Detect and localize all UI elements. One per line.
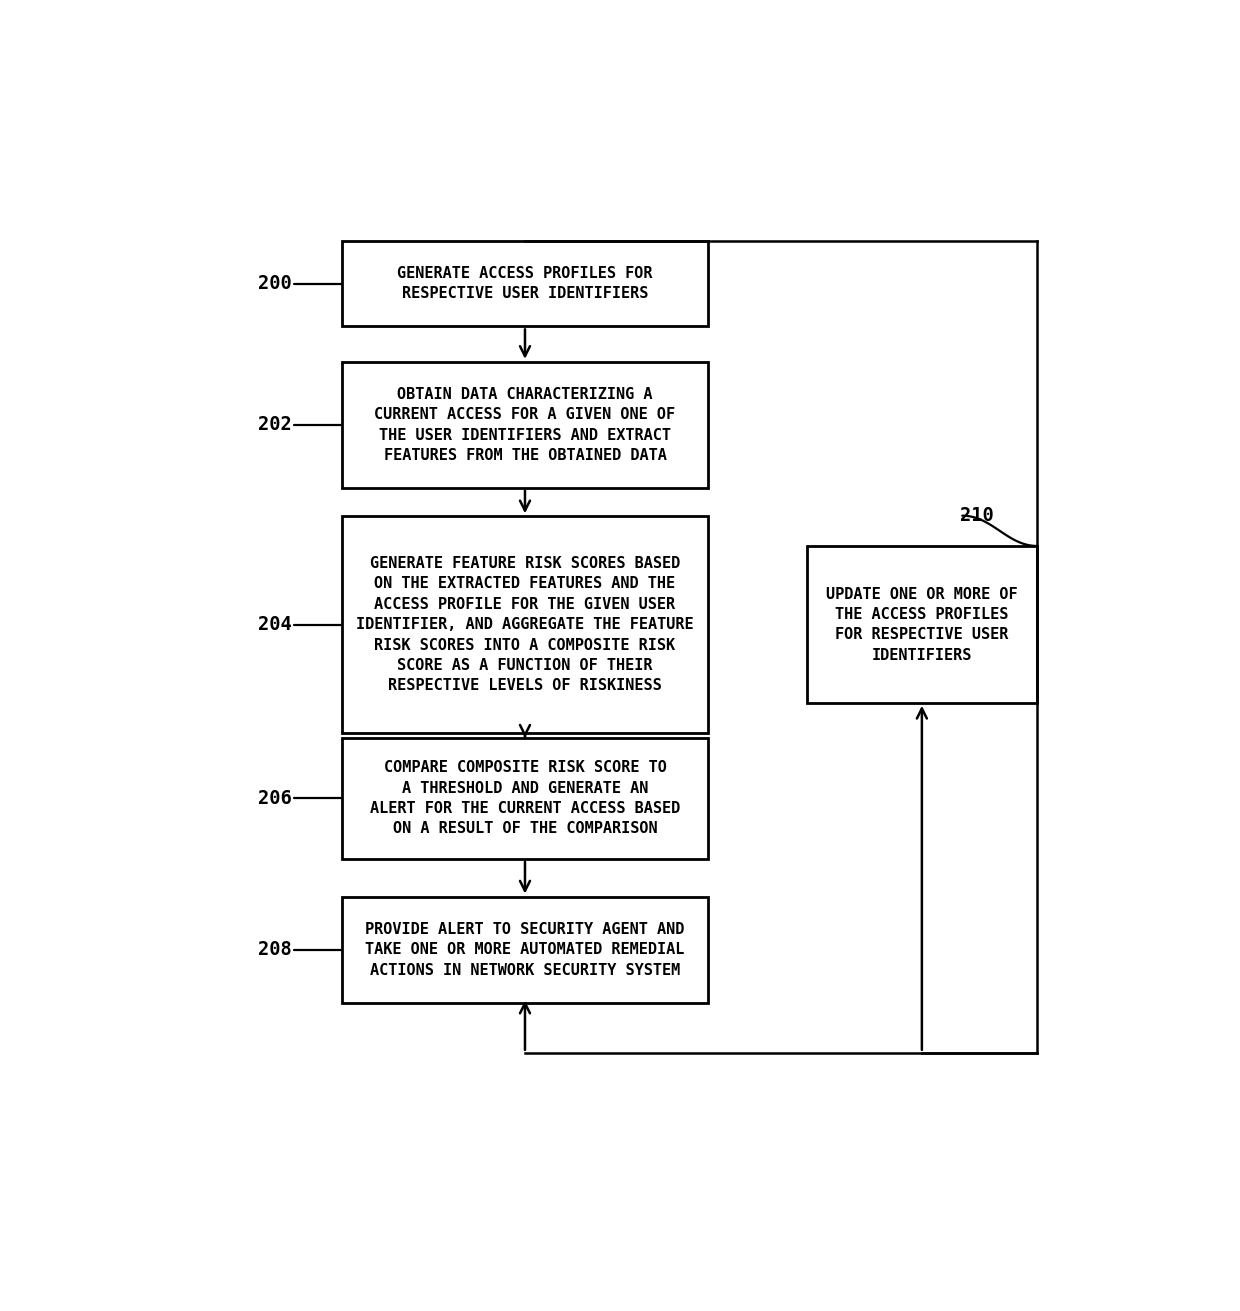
Text: 206: 206 — [258, 789, 291, 808]
Text: GENERATE ACCESS PROFILES FOR
RESPECTIVE USER IDENTIFIERS: GENERATE ACCESS PROFILES FOR RESPECTIVE … — [397, 266, 652, 302]
Text: COMPARE COMPOSITE RISK SCORE TO
A THRESHOLD AND GENERATE AN
ALERT FOR THE CURREN: COMPARE COMPOSITE RISK SCORE TO A THRESH… — [370, 760, 680, 836]
Text: GENERATE FEATURE RISK SCORES BASED
ON THE EXTRACTED FEATURES AND THE
ACCESS PROF: GENERATE FEATURE RISK SCORES BASED ON TH… — [356, 556, 694, 694]
FancyBboxPatch shape — [342, 517, 708, 733]
Text: PROVIDE ALERT TO SECURITY AGENT AND
TAKE ONE OR MORE AUTOMATED REMEDIAL
ACTIONS : PROVIDE ALERT TO SECURITY AGENT AND TAKE… — [366, 922, 684, 978]
FancyBboxPatch shape — [342, 362, 708, 488]
Text: 200: 200 — [258, 274, 291, 292]
Text: 202: 202 — [258, 416, 291, 434]
FancyBboxPatch shape — [806, 547, 1037, 703]
FancyBboxPatch shape — [342, 897, 708, 1003]
Text: UPDATE ONE OR MORE OF
THE ACCESS PROFILES
FOR RESPECTIVE USER
IDENTIFIERS: UPDATE ONE OR MORE OF THE ACCESS PROFILE… — [826, 586, 1018, 663]
Text: 204: 204 — [258, 615, 291, 635]
FancyBboxPatch shape — [342, 241, 708, 326]
Text: OBTAIN DATA CHARACTERIZING A
CURRENT ACCESS FOR A GIVEN ONE OF
THE USER IDENTIFI: OBTAIN DATA CHARACTERIZING A CURRENT ACC… — [374, 387, 676, 463]
Text: 210: 210 — [960, 506, 993, 526]
FancyBboxPatch shape — [342, 738, 708, 859]
Text: 208: 208 — [258, 940, 291, 960]
